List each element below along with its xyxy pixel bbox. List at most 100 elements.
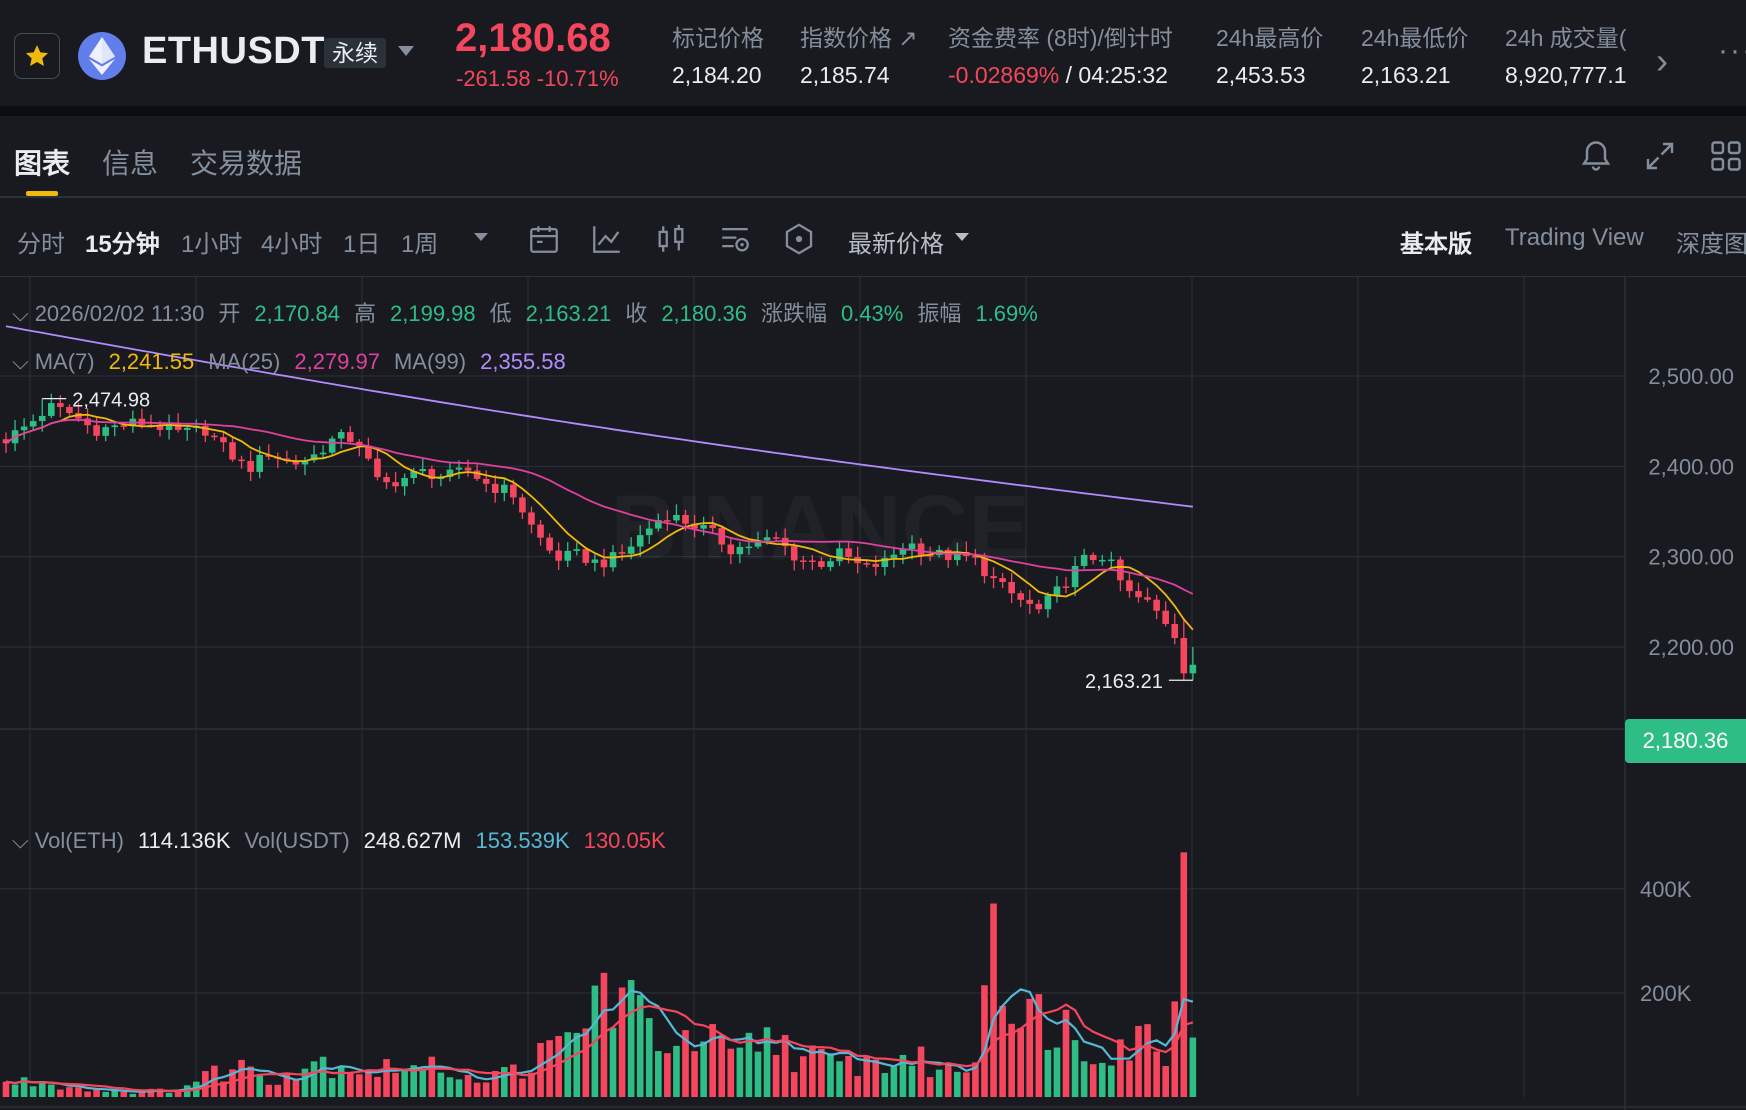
candle-body [102,427,109,436]
candle-body [1008,581,1015,594]
timeframe-time[interactable]: 分时 [17,231,65,258]
candlestick-chart[interactable]: BINANCE 2,500.002,400.002,300.002,200.00… [0,277,1746,1110]
candle-body [555,550,562,561]
volume-bar [1135,1025,1142,1097]
tab-trading-data[interactable]: 交易数据 [190,148,303,179]
more-icon[interactable]: ··· [1718,34,1746,67]
timeframe-1d[interactable]: 1日 [343,231,381,258]
bell-icon[interactable] [1578,138,1614,174]
volume-bar [346,1073,354,1097]
indicator-chart-icon[interactable] [590,222,624,256]
candle-body [310,454,318,461]
volume-bar [491,1071,499,1097]
low-24h-label: 24h最低价 [1361,25,1469,51]
volume-bar [1053,1047,1061,1097]
volume-bar [872,1059,880,1097]
volume-bar [437,1072,445,1097]
volume-bar [48,1084,55,1097]
candle-body [564,550,572,561]
chart-settings-icon[interactable] [718,222,752,256]
candle-body [1126,580,1133,592]
vol-collapse-icon[interactable]: ⌵ [12,828,29,853]
volume-bar [799,1056,807,1097]
ma25-line [5,418,1194,595]
favorite-button[interactable] [14,33,60,79]
chevron-right-icon[interactable]: › [1656,40,1668,81]
header-divider [0,106,1746,116]
candle-body [392,482,399,487]
price-tick-label: 2,200.00 [1648,635,1734,660]
candle-body [410,471,417,479]
candle-body [301,460,309,465]
volume-bar [809,1045,816,1097]
candle-body [401,478,408,487]
timeframe-4h[interactable]: 4小时 [261,231,323,258]
candle-body [48,403,55,416]
volume-bar [38,1081,46,1097]
candle-body [491,483,499,493]
candle-body [636,535,644,547]
candle-body [781,537,789,547]
candle-body [546,537,553,551]
timeframe-15m[interactable]: 15分钟 [85,231,160,258]
view-tradingview[interactable]: Trading View [1505,224,1644,251]
index-price-label[interactable]: 指数价格 ↗ [800,25,918,51]
volume-bar [700,1041,707,1097]
vol-eth-value: 114.136K [137,828,231,853]
index-price-value: 2,185.74 [800,62,890,88]
view-depth[interactable]: 深度图 [1676,231,1746,258]
price-type-dropdown-icon[interactable] [954,231,970,243]
volume-bar [818,1048,825,1097]
price-tick-label: 2,400.00 [1648,454,1734,479]
candle-body [845,548,852,558]
timeframe-1h[interactable]: 1小时 [181,231,243,258]
candle-body [990,576,997,579]
candle-body [510,484,517,498]
candle-body [972,556,979,558]
depth-hexagon-icon[interactable] [782,222,816,256]
current-price-tag: 2,180.36 [1625,719,1746,763]
candle-body [1062,586,1070,588]
symbol-dropdown-icon[interactable] [398,46,414,56]
high-marker-label: 2,474.98 [72,390,150,412]
volume-bar [890,1066,898,1097]
symbol-title[interactable]: ETHUSDT [142,30,325,72]
star-icon [25,45,49,66]
candle-body [20,426,28,431]
volume-bar [75,1087,82,1097]
volume-bar [383,1059,390,1097]
volume-bar [1071,1040,1079,1097]
timeframe-more-icon[interactable] [472,230,490,244]
volume-bar [1189,1037,1197,1097]
volume-bar [147,1088,155,1097]
ma99-value: 2,355.58 [480,349,566,374]
volume-bar [129,1093,137,1097]
volume-bar [537,1042,544,1097]
volume-bar [501,1067,508,1097]
ma-collapse-icon[interactable]: ⌵ [12,349,29,374]
candle-body [120,425,128,427]
tab-info[interactable]: 信息 [102,148,159,179]
expand-icon[interactable] [1642,138,1678,174]
calendar-icon[interactable] [527,222,561,256]
chart-annotations: 2,474.98 2,163.21 [42,390,1193,693]
volume-bar [310,1061,318,1097]
candle-type-icon[interactable] [654,222,688,256]
change-value: 0.43% [840,301,904,326]
volume-bar [20,1077,28,1097]
layout-grid-icon[interactable] [1708,138,1744,174]
tab-chart[interactable]: 图表 [14,148,71,179]
volume-bar [790,1072,798,1097]
candle-body [627,546,635,554]
price-type-select[interactable]: 最新价格 [848,231,944,258]
view-basic[interactable]: 基本版 [1400,231,1472,258]
volume-bar [66,1087,73,1097]
timeframe-1w[interactable]: 1周 [401,231,439,258]
candle-body [111,425,119,428]
volume-bar [881,1073,889,1097]
candle-body [374,458,381,478]
candle-body [165,423,173,430]
candle-body [1144,597,1151,600]
high-value: 2,199.98 [390,301,476,326]
ohlc-collapse-icon[interactable]: ⌵ [12,301,29,326]
